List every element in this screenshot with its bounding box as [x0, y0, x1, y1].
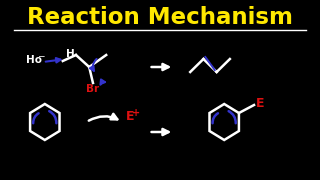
- Text: Br: Br: [86, 84, 100, 94]
- Text: −: −: [37, 51, 45, 60]
- Text: E: E: [255, 96, 264, 109]
- Text: E: E: [125, 111, 134, 123]
- Text: +: +: [132, 108, 140, 118]
- Text: Reaction Mechanism: Reaction Mechanism: [27, 6, 293, 28]
- Text: Ho: Ho: [26, 55, 42, 65]
- Text: H: H: [66, 49, 75, 59]
